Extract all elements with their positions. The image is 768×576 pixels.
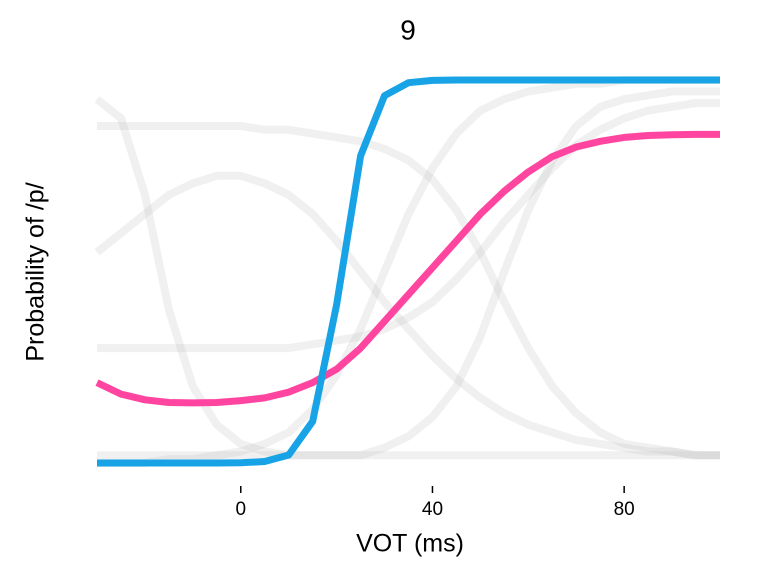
y-axis-label: Probability of /p/ — [22, 182, 50, 361]
x-axis-label: VOT (ms) — [356, 530, 464, 558]
background-curve — [94, 171, 720, 460]
background-curve — [97, 122, 720, 460]
highlight-curve — [97, 76, 720, 467]
background-curve — [97, 87, 720, 460]
x-tick-label: 0 — [235, 499, 246, 520]
background-curve — [97, 99, 720, 353]
highlight-curve — [95, 130, 720, 407]
background-curve — [94, 96, 720, 460]
chart-title: 9 — [400, 14, 416, 45]
x-tick-label: 40 — [422, 499, 443, 520]
x-tick-label: 80 — [614, 499, 635, 520]
